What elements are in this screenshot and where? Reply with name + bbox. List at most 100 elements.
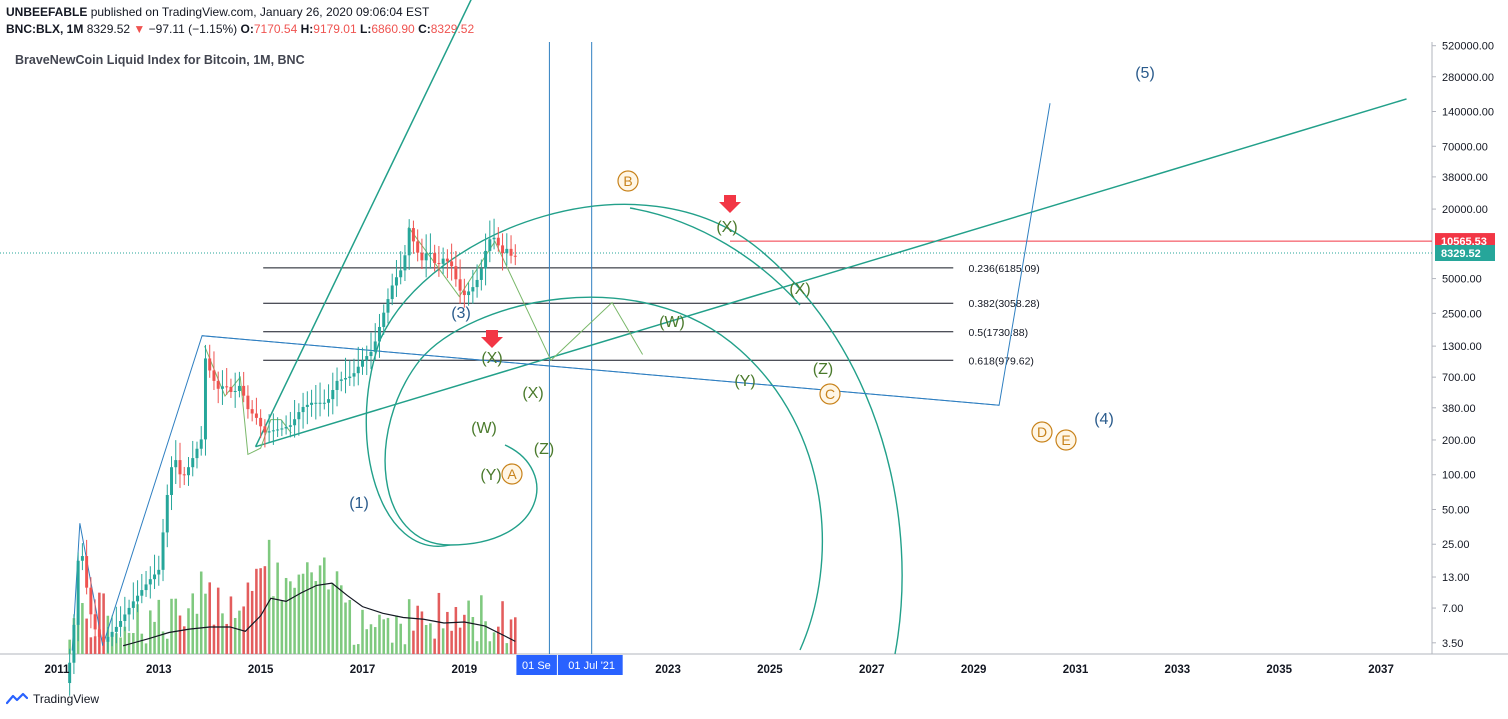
candle-body	[178, 460, 182, 475]
wave-label: (4)	[1094, 411, 1114, 428]
candle-body	[369, 351, 373, 357]
volume-bar	[127, 632, 131, 654]
volume-bar	[178, 615, 182, 654]
volume-bar	[140, 633, 144, 654]
author-name[interactable]: UNBEEFABLE	[6, 5, 88, 19]
candle-body	[305, 404, 309, 407]
candle-body	[191, 458, 195, 468]
price-axis[interactable]: 520000.00 280000.00 140000.00 70000.00 38000…	[1432, 41, 1495, 650]
wave-label-circle	[1031, 421, 1053, 443]
publish-info: UNBEEFABLE published on TradingView.com,…	[6, 5, 429, 19]
price-change: −97.11 (−1.15%)	[148, 22, 238, 36]
volume-bar	[458, 627, 462, 654]
volume-bar	[471, 617, 475, 654]
volume-bar	[182, 626, 186, 654]
price-tick-label: 700.00	[1442, 372, 1476, 384]
wave-label: (3)	[451, 305, 471, 322]
candle-body	[399, 270, 403, 278]
candle-body	[246, 395, 250, 410]
candle-body	[356, 366, 360, 374]
volume-bar	[225, 623, 228, 654]
candle-body	[467, 291, 471, 296]
volume-bar	[233, 617, 237, 654]
price-tick-label: 3.50	[1442, 638, 1463, 650]
wave-label: B	[623, 173, 632, 189]
candle-body	[271, 430, 275, 432]
candle-body	[344, 378, 348, 380]
volume-bar	[501, 601, 504, 654]
candle-body	[114, 626, 118, 632]
candle-body	[148, 579, 152, 585]
time-tick-label: 2035	[1266, 664, 1292, 676]
price-tick-label: 50.00	[1442, 504, 1470, 516]
volume-bar	[395, 615, 398, 654]
volume-bar	[276, 562, 279, 654]
wave-label: C	[825, 386, 835, 402]
volume-bar	[297, 574, 301, 654]
wave-label: (W)	[471, 420, 497, 437]
volume-bar	[272, 596, 275, 654]
candle-body	[161, 532, 165, 570]
volume-bar	[289, 581, 292, 654]
candle-body	[237, 385, 241, 391]
time-tick-label: 2031	[1063, 664, 1089, 676]
last-price: 8329.52	[86, 22, 131, 36]
candle-body	[276, 429, 280, 431]
wave-label: (X)	[481, 350, 502, 367]
candle-body	[352, 373, 356, 377]
candle-body	[365, 356, 369, 361]
candle-body	[106, 636, 110, 642]
candlestick-series	[68, 218, 517, 696]
volume-bar	[68, 639, 71, 654]
red-arrow-icon	[481, 330, 503, 348]
volume-bar	[153, 621, 156, 654]
volume-bar	[284, 577, 288, 654]
volume-bar	[318, 565, 322, 654]
down-arrow-icon: ▼	[133, 22, 146, 36]
volume-bar	[208, 582, 211, 654]
high-value: 9179.01	[313, 22, 357, 36]
price-tick-label: 140000.00	[1442, 107, 1494, 119]
candle-body	[102, 636, 106, 642]
candle-body	[187, 467, 190, 476]
candle-body	[127, 607, 131, 615]
candle-body	[437, 263, 441, 265]
elliott-wave-labels: (1) (3) (4) (5) (X) (W) (Y) (X) (Z) (X) (W) (X) (Y) (…	[349, 65, 1155, 512]
volume-bar	[259, 568, 262, 654]
wave-path-blue	[71, 103, 1051, 651]
candle-body	[318, 402, 322, 404]
fibonacci-spiral-inner	[384, 296, 824, 651]
candle-body	[233, 390, 237, 392]
price-tick-label: 5000.00	[1442, 274, 1482, 286]
wave-label: D	[1037, 424, 1047, 440]
volume-bars	[68, 539, 517, 654]
candle-body	[428, 253, 432, 255]
time-axis[interactable]: 2011 2013 2015 2017 2019 2023 2025 2027 2029 2031…	[44, 655, 1394, 676]
candle-body	[76, 560, 80, 625]
volume-bar	[267, 539, 271, 654]
volume-bar	[514, 617, 517, 654]
volume-bar	[378, 614, 381, 654]
candle-body	[509, 248, 513, 256]
candle-body	[458, 279, 462, 291]
wave-label: (X)	[522, 385, 543, 402]
candle-body	[242, 385, 246, 396]
candle-body	[293, 419, 297, 426]
volume-bar	[416, 605, 419, 654]
volume-bar	[149, 610, 152, 654]
candle-body	[394, 277, 398, 286]
candle-body	[373, 341, 377, 352]
volume-bar	[382, 619, 385, 654]
candle-body	[182, 474, 186, 476]
candle-body	[263, 426, 267, 433]
volume-bar	[157, 599, 161, 654]
open-value: 7170.54	[253, 22, 298, 36]
fibonacci-retracement: 0.236(6185.09) 0.382(3058.28) 0.5(1730.88)…	[263, 263, 1040, 367]
tradingview-footer[interactable]: TradingView	[6, 692, 99, 706]
time-tick-label: 2015	[248, 664, 274, 676]
candle-body	[501, 245, 505, 254]
volume-bar	[216, 587, 220, 654]
price-label-text: 8329.52	[1441, 248, 1481, 260]
wave-label: (X)	[716, 219, 737, 236]
